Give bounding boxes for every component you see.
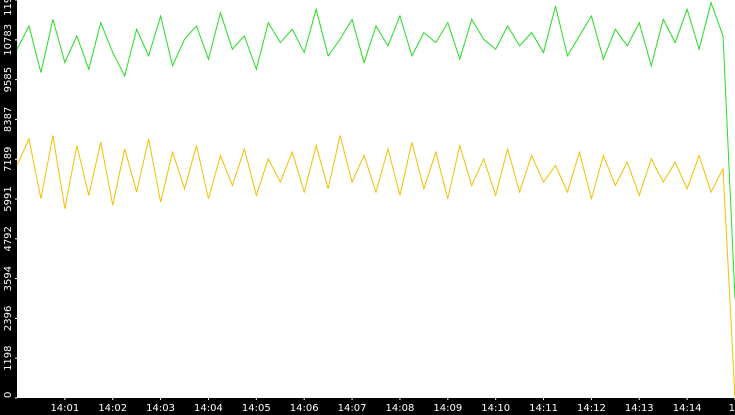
y-tick-label: 1198	[3, 345, 14, 370]
x-tick-label: 14:08	[386, 403, 415, 414]
x-tick-label: 14:07	[338, 403, 367, 414]
series-line	[16, 135, 735, 399]
y-tick-label: 7189	[3, 146, 14, 171]
x-tick-label: 14:04	[194, 403, 223, 414]
x-tick-label: 14:14	[673, 403, 702, 414]
y-tick-label: 9585	[3, 67, 14, 92]
y-tick-label: 4792	[3, 226, 14, 251]
y-tick-label: 3594	[3, 266, 14, 291]
x-tick-label: 14:02	[98, 403, 127, 414]
x-tick-label: 14:05	[242, 403, 271, 414]
x-tick-label: 14:10	[481, 403, 510, 414]
y-tick-label: 2396	[3, 306, 14, 331]
x-tick-label: 14:03	[146, 403, 175, 414]
x-tick-label: 14:01	[50, 403, 79, 414]
y-axis-bar	[0, 0, 17, 415]
x-tick-label: 14:11	[529, 403, 558, 414]
series-line	[16, 1, 735, 299]
x-tick-label: 14	[729, 403, 735, 414]
x-tick-label: 14:09	[433, 403, 462, 414]
x-tick-label: 14:12	[577, 403, 606, 414]
y-tick-label: 10783	[3, 24, 14, 56]
y-tick-label: 8387	[3, 107, 14, 132]
x-tick-label: 14:13	[625, 403, 654, 414]
x-axis-bar	[0, 398, 735, 415]
y-tick-label: 11982	[3, 0, 14, 16]
y-tick-label: 5991	[3, 186, 14, 211]
x-tick-label: 14:06	[290, 403, 319, 414]
y-tick-label: 0	[3, 392, 14, 398]
